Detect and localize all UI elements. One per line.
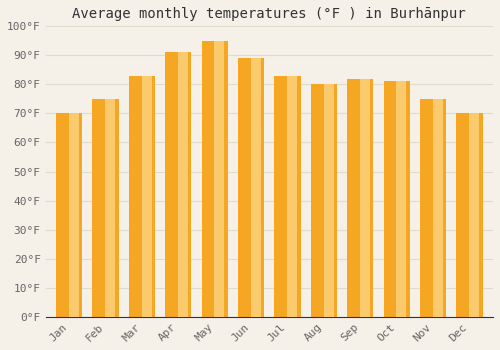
Bar: [251, 58, 261, 317]
Bar: [214, 41, 224, 317]
Bar: [347, 78, 374, 317]
Title: Average monthly temperatures (°F ) in Burhānpur: Average monthly temperatures (°F ) in Bu…: [72, 7, 466, 21]
Bar: [274, 76, 300, 317]
Bar: [166, 52, 192, 317]
Bar: [92, 99, 118, 317]
Bar: [456, 113, 482, 317]
Bar: [178, 52, 188, 317]
Bar: [396, 82, 406, 317]
Bar: [106, 99, 116, 317]
Bar: [420, 99, 446, 317]
Bar: [433, 99, 442, 317]
Bar: [384, 82, 409, 317]
Bar: [360, 78, 370, 317]
Bar: [202, 41, 228, 317]
Bar: [142, 76, 152, 317]
Bar: [238, 58, 264, 317]
Bar: [324, 84, 334, 317]
Bar: [287, 76, 297, 317]
Bar: [56, 113, 82, 317]
Bar: [129, 76, 155, 317]
Bar: [69, 113, 79, 317]
Bar: [469, 113, 479, 317]
Bar: [311, 84, 337, 317]
